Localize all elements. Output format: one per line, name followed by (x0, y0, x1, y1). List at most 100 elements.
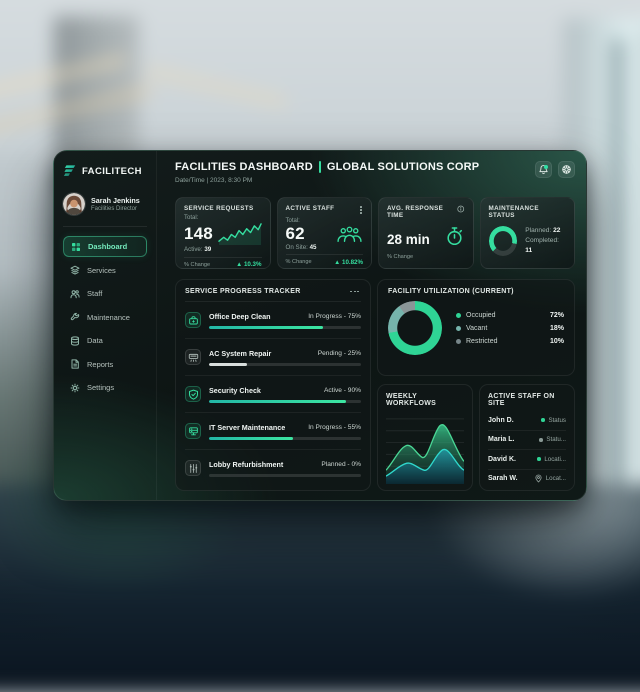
status-dot-icon (537, 457, 541, 462)
staff-name: David K. (488, 455, 517, 463)
legend-value: 18% (549, 324, 564, 332)
active-value: 39 (204, 246, 212, 253)
tracker-row-it-server-maintenance: IT Server Maintenance In Progress - 55% (185, 413, 361, 450)
progress-bar (209, 436, 361, 440)
staff-name: John D. (488, 416, 514, 424)
sliders-icon (185, 460, 201, 476)
tracker-item-status: In Progress - 55% (308, 423, 361, 431)
tracker-item-status: Active - 90% (323, 386, 361, 394)
staff-name: Sarah W. (488, 475, 518, 483)
change-label: % Change (387, 254, 414, 260)
tracker-item-status: Pending - 25% (317, 349, 361, 357)
sidebar-item-label: Data (87, 336, 103, 345)
info-icon[interactable] (457, 205, 465, 213)
sidebar-item-maintenance[interactable]: Maintenance (63, 307, 147, 328)
brand: FACILITECH (63, 164, 147, 178)
tracker-item-status: In Progress - 75% (308, 312, 361, 320)
tracker-item-name: Security Check (209, 385, 261, 395)
total-label: Total: (285, 217, 300, 224)
sidebar-item-label: Dashboard (88, 242, 128, 251)
tracker-item-name: IT Server Maintenance (209, 422, 286, 432)
progress-bar (209, 473, 361, 477)
response-time-value: 28 min (387, 231, 430, 247)
user-profile[interactable]: Sarah Jenkins Facilities Director (63, 193, 147, 215)
legend-value: 10% (549, 337, 564, 345)
toolbox-icon (185, 312, 201, 328)
stat-cards-row: SERVICE REQUESTS Total: 148 Active: 39 %… (175, 197, 575, 269)
sidebar-item-label: Settings (87, 383, 115, 392)
sidebar: FACILITECH Sarah Jenkins (54, 151, 157, 500)
sidebar-item-services[interactable]: Services (63, 260, 147, 281)
staff-row-john: John D. Status (488, 411, 566, 431)
staff-status: Locati... (544, 455, 566, 463)
progress-bar (209, 362, 361, 366)
card-service-requests: SERVICE REQUESTS Total: 148 Active: 39 %… (175, 197, 271, 269)
completed-label: Completed: (525, 237, 559, 244)
active-label: Active: (184, 246, 203, 253)
change-label: % Change (184, 261, 211, 268)
shield-check-icon (185, 386, 201, 402)
tracker-item-name: Lobby Refurbishment (209, 459, 284, 469)
legend-vacant: Vacant 18% (456, 325, 564, 332)
sidebar-item-reports[interactable]: Reports (63, 354, 147, 375)
pin-icon (535, 474, 542, 483)
title-primary: FACILITIES DASHBOARD (175, 161, 313, 173)
progress-bar (209, 399, 361, 403)
grid-icon (71, 242, 81, 252)
sparkline-chart (217, 223, 262, 245)
stopwatch-icon (446, 227, 462, 246)
tracker-item-name: AC System Repair (209, 348, 272, 358)
main-content: FACILITIES DASHBOARD GLOBAL SOLUTIONS CO… (157, 151, 586, 500)
service-progress-tracker: SERVICE PROGRESS TRACKER Office Deep Cle… (175, 279, 371, 491)
facility-utilization-panel: FACILITY UTILIZATION (CURRENT) Occupied … (377, 279, 575, 376)
planned-label: Planned: (525, 227, 552, 234)
people-icon (70, 289, 80, 299)
tracker-title: SERVICE PROGRESS TRACKER (185, 288, 301, 295)
planned-value: 22 (553, 227, 561, 234)
change-value: ▲ 10.82% (334, 258, 363, 266)
total-label: Total: (184, 215, 199, 221)
card-title: SERVICE REQUESTS (184, 205, 254, 212)
staff-row-sarah: Sarah W. Locat... (488, 470, 566, 489)
onsite-value: 45 (309, 243, 317, 251)
status-dot-icon (539, 437, 543, 442)
notifications-button[interactable] (535, 161, 552, 178)
sidebar-item-settings[interactable]: Settings (63, 377, 147, 398)
sidebar-item-dashboard[interactable]: Dashboard (63, 236, 147, 257)
people-group-icon (337, 226, 362, 242)
gear-icon (562, 165, 571, 174)
kebab-menu-icon[interactable] (359, 205, 363, 215)
title-divider (318, 161, 321, 173)
sidebar-item-staff[interactable]: Staff (63, 283, 147, 304)
facilitech-logo-icon (63, 165, 76, 176)
title-secondary: GLOBAL SOLUTIONS CORP (326, 161, 480, 173)
sidebar-item-label: Services (87, 265, 116, 275)
sidebar-item-data[interactable]: Data (63, 330, 147, 351)
ellipsis-menu-icon[interactable] (348, 289, 361, 295)
tracker-row-ac-system-repair: AC System Repair Pending - 25% (185, 339, 361, 376)
tracker-item-name: Office Deep Clean (209, 311, 271, 321)
server-icon (185, 423, 201, 439)
utilization-title: FACILITY UTILIZATION (CURRENT) (388, 288, 514, 295)
change-value: ▲ 10.3% (236, 261, 262, 268)
legend-occupied: Occupied 72% (456, 312, 564, 319)
user-name: Sarah Jenkins (91, 195, 140, 205)
weekly-workflows-panel: WEEKLY WORKFLOWS (377, 384, 473, 491)
tracker-row-security-check: Security Check Active - 90% (185, 376, 361, 413)
document-icon (70, 359, 80, 369)
card-title: AVG. RESPONSE TIME (387, 205, 444, 219)
legend-label: Restricted (466, 337, 498, 345)
settings-button[interactable] (558, 161, 575, 178)
page-title: FACILITIES DASHBOARD GLOBAL SOLUTIONS CO… (175, 161, 479, 173)
legend-value: 72% (549, 311, 564, 319)
datetime-label: Date/Time | 2023, 8:30 PM (175, 177, 253, 184)
main-header: FACILITIES DASHBOARD GLOBAL SOLUTIONS CO… (175, 161, 575, 195)
card-title: MAINTENANCE STATUS (488, 205, 539, 219)
utilization-donut-chart (388, 301, 442, 355)
staff-status: Locat... (545, 475, 566, 483)
progress-ring (488, 226, 518, 256)
brand-name: FACILITECH (82, 165, 142, 177)
workflows-title: WEEKLY WORKFLOWS (386, 393, 437, 407)
sidebar-divider (63, 226, 147, 227)
staff-status: Statu... (546, 436, 566, 444)
